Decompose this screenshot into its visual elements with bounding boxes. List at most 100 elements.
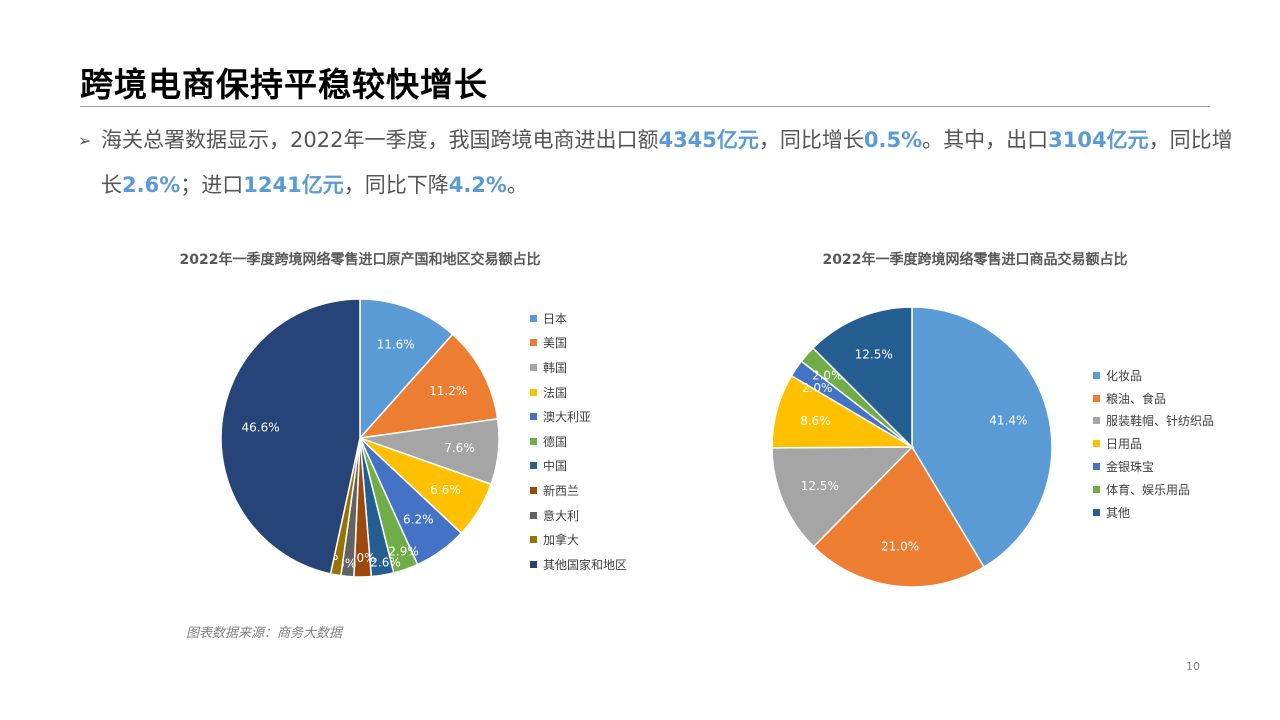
legend-swatch — [1093, 371, 1100, 379]
summary-highlight: 2.6% — [122, 173, 181, 197]
legend-swatch — [1093, 463, 1100, 471]
legend-label: 美国 — [543, 336, 568, 351]
legend-swatch — [1093, 394, 1100, 402]
legend-label: 粮油、食品 — [1106, 391, 1167, 406]
pie-data-label: 46.6% — [242, 420, 280, 434]
legend-label: 日用品 — [1106, 437, 1143, 452]
pie-data-label: 2.0% — [812, 369, 843, 383]
legend-swatch — [530, 388, 537, 396]
legend-swatch — [530, 339, 537, 347]
legend-item: 金银珠宝 — [1093, 455, 1214, 478]
pie-slice — [771, 446, 914, 548]
legend-label: 加拿大 — [543, 533, 580, 548]
legend-swatch — [1093, 508, 1100, 516]
legend-label: 金银珠宝 — [1106, 460, 1155, 475]
pie-slice — [812, 445, 986, 588]
summary-segment: ；进口 — [180, 173, 244, 197]
legend-swatch — [530, 437, 537, 445]
legend-item: 粮油、食品 — [1093, 387, 1214, 410]
legend-label: 其他 — [1106, 505, 1131, 520]
legend-label: 化妆品 — [1106, 368, 1143, 383]
pie-slice — [220, 298, 361, 575]
chart2-pie: 41.4% 21.0% 12.5% 8.6% 2.0%2.0% 12.5% — [771, 306, 1053, 588]
legend-item: 加拿大 — [530, 527, 627, 552]
legend-item: 意大利 — [530, 503, 627, 528]
summary-highlight: 0.5% — [863, 128, 923, 152]
legend-item: 其他 — [1093, 501, 1214, 524]
pie-data-label: 6.6% — [430, 483, 461, 497]
pie-data-label: 2.6% — [370, 555, 401, 569]
legend-item: 澳大利亚 — [530, 404, 627, 429]
legend-item: 韩国 — [530, 355, 627, 380]
pie-data-label: 8.6% — [800, 414, 831, 428]
legend-swatch — [1093, 485, 1100, 493]
legend-item: 中国 — [530, 454, 627, 479]
summary-segment: ，同比增长 — [758, 128, 864, 152]
pie-data-label: 2.9% — [388, 544, 419, 558]
legend-swatch — [530, 363, 537, 371]
pie-slice — [359, 298, 454, 440]
legend-swatch — [530, 486, 537, 494]
legend-label: 新西兰 — [543, 483, 580, 498]
legend-swatch — [530, 560, 537, 568]
chart2-title: 2022年一季度跨境网络零售进口商品交易额占比 — [822, 252, 1128, 268]
pie-data-label: 41.4% — [989, 413, 1027, 427]
pie-slice — [358, 333, 499, 440]
summary-highlight: 1241亿元 — [243, 173, 344, 197]
legend-swatch — [530, 511, 537, 519]
summary-segment: ，同比增长 — [101, 128, 1233, 197]
pie-data-label: 7.6% — [444, 441, 475, 455]
legend-swatch — [530, 413, 537, 421]
legend-item: 服装鞋帽、针纺织品 — [1093, 410, 1214, 433]
legend-swatch — [1093, 440, 1100, 448]
legend-item: 日本 — [530, 306, 627, 331]
pie-data-label: 12.5% — [801, 479, 839, 493]
legend-label: 体育、娱乐用品 — [1106, 482, 1191, 497]
legend-label: 服装鞋帽、针纺织品 — [1106, 414, 1215, 429]
legend-item: 美国 — [530, 331, 627, 356]
legend-item: 体育、娱乐用品 — [1093, 478, 1214, 501]
pie-data-label: 6.2% — [403, 512, 434, 526]
legend-swatch — [530, 462, 537, 470]
pie-data-label: 12.5% — [855, 348, 893, 362]
legend-label: 德国 — [543, 434, 568, 449]
summary-highlight: 3104亿元 — [1048, 128, 1149, 152]
summary-bullet: ➢ 海关总署数据显示，2022年一季度，我国跨境电商进出口额4345亿元，同比增… — [78, 118, 1238, 208]
legend-label: 意大利 — [543, 508, 580, 523]
pie-data-label: 11.6% — [377, 338, 415, 352]
page-title: 跨境电商保持平稳较快增长 — [80, 65, 488, 104]
pie-slice — [811, 306, 913, 449]
legend-swatch — [1093, 417, 1100, 425]
title-divider — [80, 106, 1210, 107]
summary-segment: 。其中，出口 — [922, 128, 1049, 152]
legend-item: 法国 — [530, 380, 627, 405]
legend-swatch — [530, 314, 537, 322]
pie-data-label: 2.0% — [802, 381, 833, 395]
legend-label: 法国 — [543, 385, 568, 400]
legend-item: 其他国家和地区 — [530, 552, 627, 577]
pie-slice — [911, 306, 1053, 569]
pie-data-label: 21.0% — [881, 539, 919, 553]
summary-text: 海关总署数据显示，2022年一季度，我国跨境电商进出口额4345亿元，同比增长0… — [101, 118, 1238, 208]
legend-label: 其他国家和地区 — [543, 557, 628, 572]
legend-swatch — [530, 536, 537, 544]
summary-highlight: 4345亿元 — [658, 128, 759, 152]
legend-label: 中国 — [543, 459, 568, 474]
summary-segment: 。 — [506, 173, 528, 197]
legend-label: 日本 — [543, 311, 568, 326]
bullet-arrow-icon: ➢ — [78, 131, 92, 150]
chart1-legend: 日本美国韩国法国澳大利亚德国中国新西兰意大利加拿大其他国家和地区 — [530, 306, 627, 577]
legend-item: 日用品 — [1093, 432, 1214, 455]
pie-data-label: 11.2% — [429, 384, 467, 398]
legend-label: 韩国 — [543, 360, 568, 375]
source-note: 图表数据来源：商务大数据 — [186, 626, 343, 641]
summary-segment: 海关总署数据显示，2022年一季度，我国跨境电商进出口额 — [101, 128, 659, 152]
legend-item: 德国 — [530, 429, 627, 454]
legend-item: 新西兰 — [530, 478, 627, 503]
page-number: 10 — [1186, 660, 1200, 673]
summary-segment: ，同比下降 — [343, 173, 449, 197]
chart1-pie: 11.6%11.2%7.6%6.6%6.2%2.9%2.6%2.0%1.5%1.… — [220, 298, 500, 578]
legend-label: 澳大利亚 — [543, 410, 592, 425]
summary-highlight: 4.2% — [448, 173, 507, 197]
legend-item: 化妆品 — [1093, 364, 1214, 387]
